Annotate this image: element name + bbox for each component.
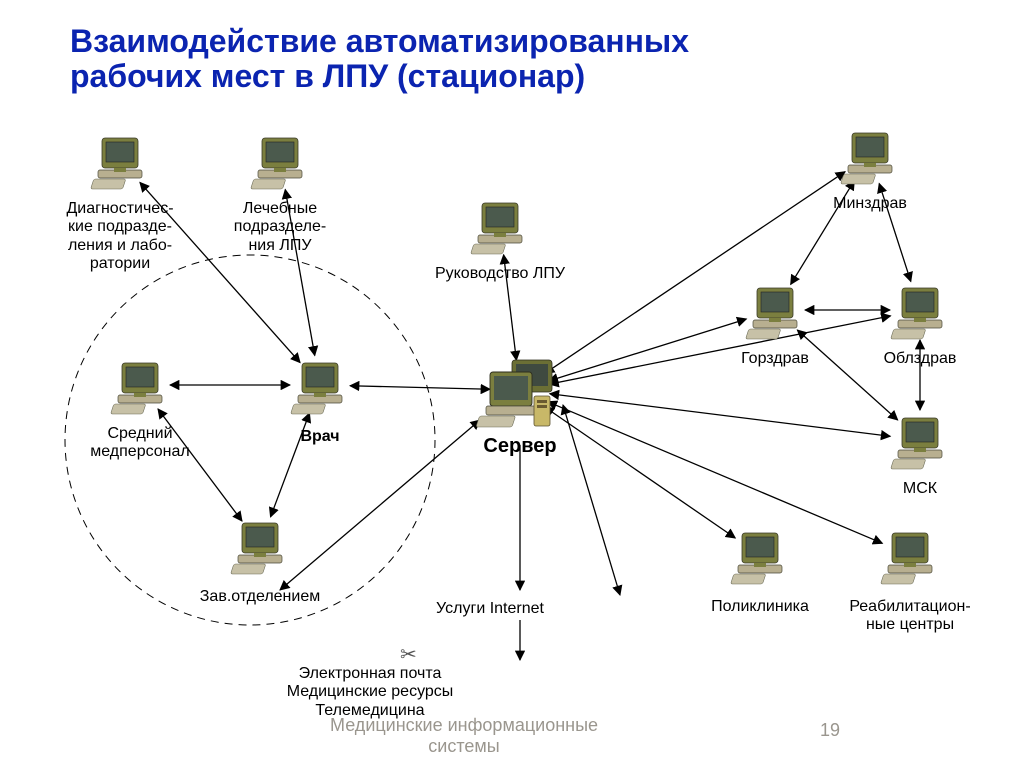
node-label-diag: Диагностичес- кие подразде- ления и лабо… [40, 200, 200, 274]
node-label-obl: Облздрав [840, 350, 1000, 368]
node-label-gor: Горздрав [695, 350, 855, 368]
text-email: Электронная почта Медицинские ресурсы Те… [250, 665, 490, 720]
node-label-lech: Лечебные подразделе- ния ЛПУ [200, 200, 360, 255]
node-label-zav: Зав.отделением [180, 588, 340, 606]
network-svg [0, 0, 1024, 768]
node-label-ruk: Руководство ЛПУ [400, 265, 600, 283]
node-label-nurse: Средний медперсонал [60, 425, 220, 462]
page-number: 19 [820, 720, 840, 741]
node-label-poly: Поликлиника [680, 598, 840, 616]
footer-caption: Медицинские информационные системы [330, 715, 598, 757]
node-label-minz: Минздрав [790, 195, 950, 213]
scissors-icon: ✂ [400, 642, 417, 667]
text-inet: Услуги Internet [370, 600, 610, 618]
page-title: Взаимодействие автоматизированных рабочи… [70, 24, 970, 94]
node-label-msk: МСК [840, 480, 1000, 498]
diagram-stage: Взаимодействие автоматизированных рабочи… [0, 0, 1024, 768]
node-label-doc: Врач [240, 428, 400, 446]
node-label-reab: Реабилитацион- ные центры [830, 598, 990, 635]
node-label-server: Сервер [440, 435, 600, 458]
